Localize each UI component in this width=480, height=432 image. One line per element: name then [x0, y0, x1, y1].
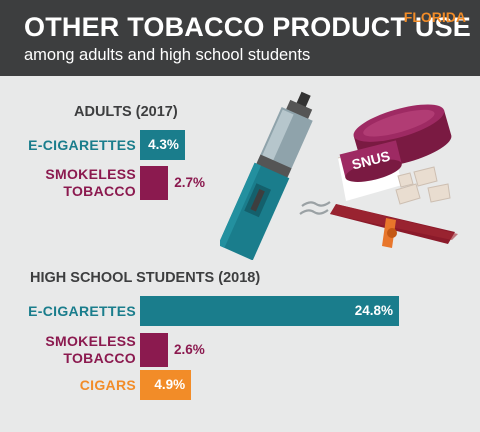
chart-title: ADULTS (2017) — [74, 104, 178, 120]
category-label-e-cigarettes: E-CIGARETTES — [28, 302, 136, 319]
snus-tin-icon: SNUS — [337, 104, 452, 205]
category-label-cigars: CIGARS — [79, 376, 136, 393]
category-label-smokeless-tobacco: SMOKELESS TOBACCO — [45, 333, 136, 366]
category-label-e-cigarettes: E-CIGARETTES — [28, 136, 136, 153]
bar-e-cigarettes — [140, 296, 399, 326]
e-cigarette-icon — [220, 91, 313, 260]
state-label: FLORIDA — [403, 9, 466, 25]
page-title: OTHER TOBACCO PRODUCT USE — [24, 12, 472, 42]
category-label-smokeless-tobacco: SMOKELESS TOBACCO — [45, 166, 136, 199]
value-label-cigars: 4.9% — [154, 377, 186, 392]
chart-title: HIGH SCHOOL STUDENTS (2018) — [30, 270, 261, 286]
bar-smokeless-tobacco — [140, 333, 168, 367]
bar-e-cigarettes — [140, 130, 185, 160]
cigar-icon — [299, 201, 458, 248]
bar-cigars — [140, 370, 192, 400]
value-label-e-cigarettes: 24.8% — [354, 303, 393, 318]
header-banner: OTHER TOBACCO PRODUCT USE among adults a… — [0, 0, 480, 76]
value-label-e-cigarettes: 4.3% — [148, 137, 179, 152]
value-label-smokeless-tobacco: 2.6% — [174, 342, 205, 357]
tobacco-products-illustration: SNUS — [220, 91, 458, 260]
bar-smokeless-tobacco — [140, 166, 169, 200]
page-subtitle: among adults and high school students — [24, 46, 311, 64]
value-label-smokeless-tobacco: 2.7% — [174, 175, 205, 190]
